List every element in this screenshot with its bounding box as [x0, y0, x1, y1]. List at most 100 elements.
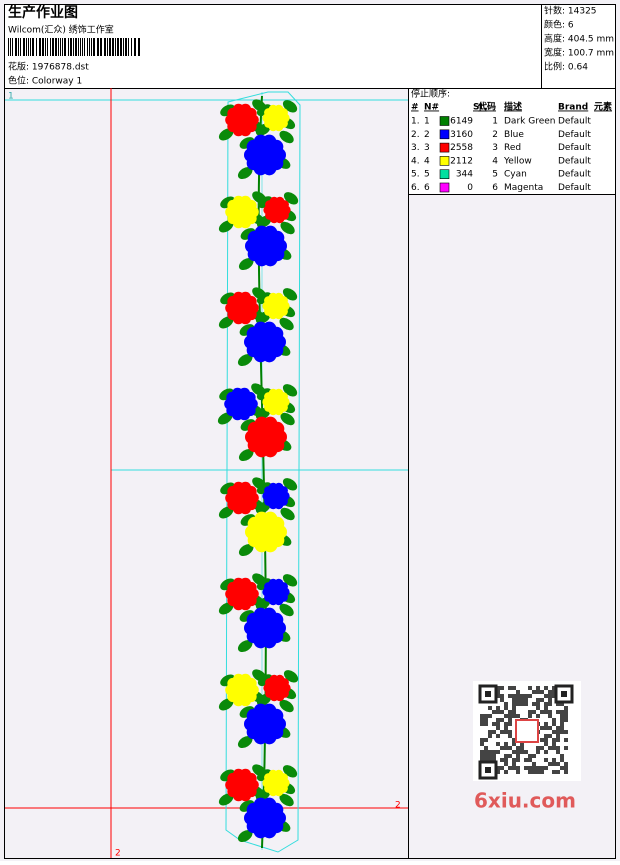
swatch	[439, 169, 450, 179]
bar	[62, 38, 63, 56]
bar	[75, 38, 77, 56]
qr-cell	[488, 758, 492, 762]
qr-cell	[536, 770, 540, 774]
qr-cell	[512, 710, 516, 714]
leaf	[279, 603, 294, 617]
bar	[78, 38, 79, 56]
qr-cell	[548, 746, 552, 750]
qr-cell	[548, 726, 552, 730]
leaf	[218, 602, 234, 615]
bar	[70, 38, 72, 56]
qr-cell	[480, 718, 484, 722]
bar	[134, 38, 136, 56]
leaf	[237, 639, 253, 653]
bar	[112, 38, 114, 56]
bar	[47, 38, 48, 56]
qr-cell	[532, 710, 536, 714]
qr-cell	[528, 686, 532, 690]
qr-cell	[560, 758, 564, 762]
qr-cell	[540, 690, 544, 694]
leaf	[218, 698, 234, 711]
stats-box	[541, 4, 616, 89]
column-header: 描述	[504, 101, 522, 113]
leaf	[280, 507, 295, 521]
qr-cell	[544, 750, 548, 754]
qr-cell	[532, 762, 536, 766]
qr-cell	[560, 754, 564, 758]
petal	[245, 199, 257, 212]
qr-cell	[552, 770, 556, 774]
qr-cell	[512, 762, 516, 766]
qr-cell	[560, 766, 564, 770]
petal	[278, 296, 288, 306]
qr-cell	[536, 686, 540, 690]
bar	[104, 38, 106, 56]
qr-cell	[512, 702, 516, 706]
qr-cell	[520, 702, 524, 706]
petal	[278, 582, 288, 592]
qr-cell	[560, 722, 564, 726]
bar	[68, 38, 69, 56]
qr-cell	[556, 710, 560, 714]
bar	[26, 38, 27, 56]
row-num: 1.	[411, 117, 420, 127]
bar	[39, 38, 41, 56]
bar	[18, 38, 19, 56]
bar	[20, 38, 21, 56]
qr-cell	[532, 770, 536, 774]
desc: Magenta	[504, 183, 543, 193]
row-num: 2.	[411, 130, 420, 140]
qr-cell	[496, 722, 500, 726]
leaf	[218, 220, 234, 233]
studio: Wilcom(汇众) 绣饰工作室	[8, 24, 114, 36]
bar	[107, 38, 108, 56]
brand: Default	[558, 156, 591, 166]
qr-cell	[544, 694, 548, 698]
qr-cell	[516, 754, 520, 758]
petal	[278, 486, 288, 496]
qr-cell	[484, 722, 488, 726]
qr-cell	[544, 734, 548, 738]
code: 3	[492, 143, 498, 153]
brand: Default	[558, 130, 591, 140]
qr-cell	[552, 694, 556, 698]
bar	[91, 38, 92, 56]
brand: Default	[558, 170, 591, 180]
qr-cell	[556, 734, 560, 738]
qr-cell	[556, 762, 560, 766]
barcode	[8, 38, 140, 56]
desc: Blue	[504, 130, 524, 140]
bar	[52, 38, 54, 56]
stat: 比例: 0.64	[544, 61, 588, 73]
qr-cell	[540, 746, 544, 750]
leaf	[237, 353, 253, 367]
design-outline	[225, 91, 301, 853]
leaf	[237, 829, 253, 843]
qr-cell	[492, 730, 496, 734]
column-header: St.	[473, 103, 487, 113]
bar	[123, 38, 124, 56]
qr-cell	[500, 710, 504, 714]
qr-cell	[496, 742, 500, 746]
leaf	[218, 128, 234, 141]
qr-cell	[552, 690, 556, 694]
qr-cell	[524, 698, 528, 702]
brand: Default	[558, 117, 591, 127]
qr-cell	[564, 706, 568, 710]
stat: 颜色: 6	[544, 19, 574, 31]
leaf	[279, 699, 294, 713]
leaf	[238, 543, 254, 557]
leaf	[280, 412, 295, 426]
qr-cell	[512, 766, 516, 770]
qr-cell	[496, 706, 500, 710]
qr-cell	[564, 762, 568, 766]
qr-cell	[488, 750, 492, 754]
qr-cell	[512, 742, 516, 746]
column-header: 元素	[594, 101, 612, 113]
qr-cell	[548, 702, 552, 706]
leaf	[279, 130, 294, 144]
qr-cell	[508, 730, 512, 734]
bar	[100, 38, 102, 56]
qr-cell	[520, 698, 524, 702]
petal	[270, 421, 285, 436]
